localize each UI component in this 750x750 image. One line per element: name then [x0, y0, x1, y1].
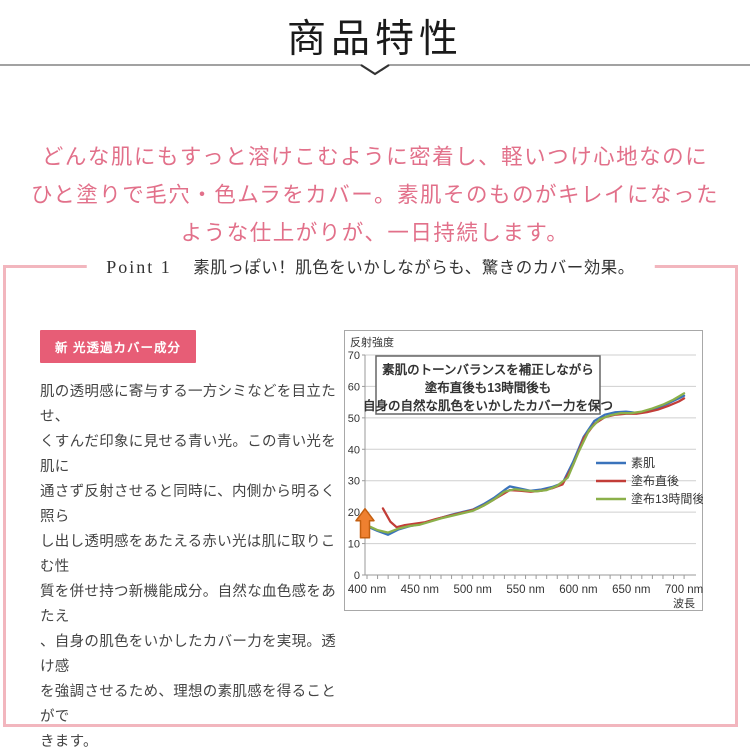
- annotation-line: 素肌のトーンバランスを補正しながら: [382, 362, 594, 377]
- x-axis-title: 波長: [673, 597, 695, 610]
- left-text-column: 新 光透過カバー成分 肌の透明感に寄与する一方シミなどを目立たせ、 くすんだ印象…: [40, 330, 340, 750]
- reflectance-chart: 0 10 20 30 40 50 60 70 400 nm 450 nm 500 nm 550 nm 6…: [344, 330, 704, 611]
- up-arrow-marker: [355, 507, 375, 539]
- point1-text: 素肌っぽい！肌色をいかしながらも、驚きのカバー効果。: [176, 259, 635, 277]
- x-tick-label: 500 nm: [454, 584, 492, 596]
- intro-copy: どんな肌にもすっと溶けこむように密着し、軽いつけ心地なのに ひと塗りで毛穴・色ム…: [30, 144, 720, 245]
- point1-label: Point 1: [106, 257, 172, 277]
- y-tick-label: 60: [348, 381, 360, 393]
- y-tick-label: 40: [348, 444, 360, 456]
- legend-label-1: 塗布直後: [631, 473, 679, 488]
- paragraph-light-cover: 肌の透明感に寄与する一方シミなどを目立たせ、 くすんだ印象に見せる青い光。この青…: [40, 384, 336, 750]
- reflectance-chart-svg: 0 10 20 30 40 50 60 70 400 nm 450 nm 500 nm 550 nm 6…: [344, 330, 704, 611]
- y-tick-label: 10: [348, 539, 360, 551]
- x-tick-label: 450 nm: [401, 584, 439, 596]
- x-tick-label: 650 nm: [612, 584, 650, 596]
- x-tick-label: 600 nm: [559, 584, 597, 596]
- divider-chevron-line: [0, 64, 750, 76]
- legend-label-2: 塗布13時間後: [631, 491, 703, 506]
- badge-light-cover-ingredient: 新 光透過カバー成分: [40, 330, 196, 363]
- legend-label-0: 素肌: [631, 456, 655, 470]
- x-tick-label: 700 nm: [665, 584, 703, 596]
- series-line-2: [365, 392, 686, 534]
- y-axis-title: 反射強度: [350, 335, 394, 349]
- annotation-line: 自身の自然な肌色をいかしたカバー力を保つ: [363, 398, 613, 413]
- x-tick-label: 550 nm: [506, 584, 544, 596]
- annotation-line: 塗布直後も13時間後も: [425, 380, 551, 395]
- page-title: 商品特性: [286, 18, 463, 61]
- x-tick-label: 400 nm: [348, 584, 386, 596]
- y-tick-label: 30: [348, 476, 360, 488]
- y-tick-label: 0: [354, 570, 360, 582]
- point1-section: Point 1 素肌っぽい！肌色をいかしながらも、驚きのカバー効果。 新 光透過…: [3, 254, 738, 750]
- y-tick-label: 50: [348, 413, 360, 425]
- y-tick-label: 20: [348, 507, 360, 519]
- point1-heading: Point 1 素肌っぽい！肌色をいかしながらも、驚きのカバー効果。: [86, 254, 655, 278]
- annotation-box: [375, 355, 601, 415]
- y-tick-label: 70: [348, 350, 360, 362]
